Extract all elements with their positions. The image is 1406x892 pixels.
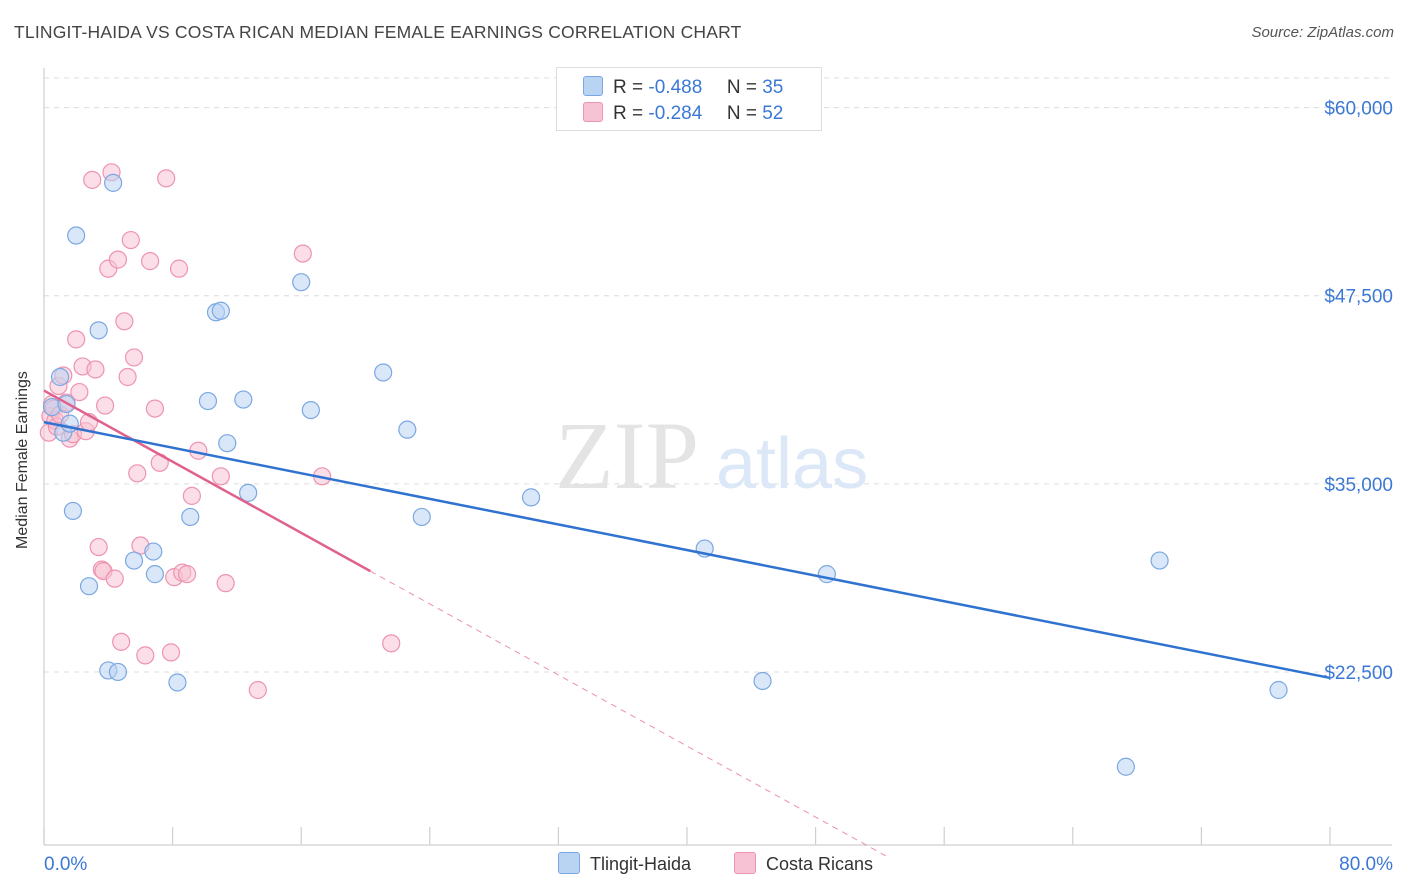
costa-ricans-point <box>105 569 124 588</box>
tlingit-haida-point <box>211 301 230 320</box>
costa-ricans-point <box>293 244 312 263</box>
costa-ricans-trend-extension <box>370 570 889 858</box>
costa-ricans-point <box>211 467 230 486</box>
tlingit-haida-point <box>50 367 70 387</box>
tlingit-haida-point <box>104 173 123 192</box>
tlingit-haida-point <box>124 551 144 570</box>
costa-ricans-point <box>140 252 160 271</box>
tlingit-haida-point <box>239 483 258 502</box>
legend-r-label: R = <box>613 103 644 124</box>
costa-ricans-point <box>216 574 235 593</box>
y-tick-label: $60,000 <box>1324 99 1393 120</box>
costa-ricans-point <box>67 330 86 349</box>
legend-row-tlingit-haida: R = -0.488 N = 35 <box>583 76 783 98</box>
gridlines <box>44 77 1392 673</box>
tlingit-haida-point <box>79 577 99 596</box>
legend-swatch-pink <box>583 102 603 122</box>
tlingit-haida-point <box>89 321 108 340</box>
source-label: Source: ZipAtlas.com <box>1251 24 1394 41</box>
bottom-legend-tlingit-haida: Tlingit-Haida <box>558 852 691 875</box>
tlingit-haida-point <box>301 400 320 420</box>
legend-n-label: N = <box>726 77 757 98</box>
tlingit-haida-point <box>1116 757 1135 776</box>
costa-ricans-point <box>128 464 147 483</box>
tlingit-haida-point <box>292 273 311 292</box>
bottom-legend-label: Costa Ricans <box>766 854 874 874</box>
bottom-legend-costa-ricans: Costa Ricans <box>734 852 873 875</box>
legend-r-label: R = <box>613 77 644 98</box>
costa-ricans-point <box>177 565 197 584</box>
tlingit-haida-point <box>168 673 187 692</box>
costa-ricans-point <box>145 399 165 418</box>
tlingit-haida-point <box>1269 680 1288 700</box>
costa-ricans-point <box>382 634 401 653</box>
tlingit-haida-point <box>67 226 86 245</box>
tlingit-haida-point <box>412 507 431 527</box>
costa-ricans-point <box>169 259 189 278</box>
costa-ricans-point <box>95 396 115 415</box>
axes <box>43 68 1392 846</box>
costa-ricans-point <box>157 169 176 188</box>
costa-ricans-point <box>70 382 89 402</box>
x-tick-label-min: 0.0% <box>44 854 87 875</box>
costa-ricans-point <box>161 643 181 662</box>
x-tick-label-max: 80.0% <box>1339 854 1393 875</box>
costa-ricans-point <box>124 348 144 367</box>
legend-n-value: 52 <box>762 103 784 124</box>
costa-ricans-point <box>112 632 131 651</box>
legend-r-value: -0.284 <box>648 103 703 124</box>
costa-ricans-point <box>108 250 128 269</box>
legend-swatch-blue <box>583 76 603 96</box>
watermark-atlas: atlas <box>716 424 868 504</box>
costa-ricans-point <box>115 312 134 331</box>
tlingit-haida-point <box>181 507 200 527</box>
costa-ricans-point <box>136 646 155 665</box>
watermark-zip: ZIP <box>555 402 699 509</box>
tlingit-haida-trend-line <box>43 420 1331 680</box>
tlingit-haida-point <box>145 565 165 584</box>
tlingit-haida-point <box>521 488 541 507</box>
bottom-legend-swatch-blue <box>558 852 580 874</box>
tlingit-haida-point <box>144 542 163 561</box>
tlingit-haida-point <box>398 420 417 439</box>
tlingit-haida-point <box>374 363 393 382</box>
bottom-legend-swatch-pink <box>734 852 756 874</box>
costa-ricans-point <box>89 537 108 557</box>
correlation-legend: R = -0.488 N = 35 R = -0.284 N = 52 <box>556 67 822 131</box>
legend-n-value: 35 <box>762 77 784 98</box>
tlingit-haida-point <box>753 671 772 691</box>
costa-ricans-point <box>182 486 201 505</box>
tlingit-haida-point <box>198 391 218 411</box>
watermark: ZIP atlas <box>555 402 868 509</box>
costa-ricans-trend-line <box>43 389 371 573</box>
bottom-legend-label: Tlingit-Haida <box>590 854 692 874</box>
tlingit-haida-points <box>42 173 1288 776</box>
y-tick-label: $22,500 <box>1324 663 1393 684</box>
costa-ricans-point <box>86 360 105 379</box>
y-tick-label: $47,500 <box>1324 287 1393 308</box>
tlingit-haida-point <box>218 434 237 453</box>
tlingit-haida-point <box>108 662 128 682</box>
tlingit-haida-point <box>1150 551 1169 570</box>
chart-title: TLINGIT-HAIDA VS COSTA RICAN MEDIAN FEMA… <box>14 22 742 42</box>
legend-n-label: N = <box>726 103 757 124</box>
tlingit-haida-point <box>234 390 253 409</box>
costa-ricans-point <box>248 680 267 700</box>
costa-ricans-point <box>121 230 140 250</box>
y-axis-label: Median Female Earnings <box>14 371 31 549</box>
y-tick-label: $35,000 <box>1324 475 1393 496</box>
legend-row-costa-ricans: R = -0.284 N = 52 <box>583 102 783 124</box>
trend-lines <box>43 389 1331 858</box>
costa-ricans-point <box>83 170 102 189</box>
tlingit-haida-point <box>63 501 83 521</box>
tick-labels: $22,500 $35,000 $47,500 $60,000 0.0% 80.0% <box>44 99 1393 875</box>
costa-ricans-point <box>118 367 137 387</box>
legend-r-value: -0.488 <box>648 77 703 98</box>
